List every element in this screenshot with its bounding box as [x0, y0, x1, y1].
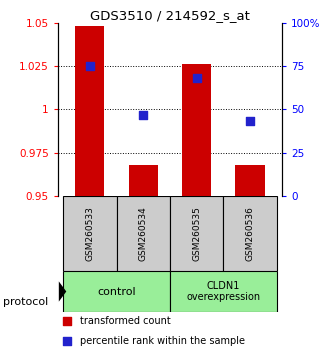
Bar	[63, 271, 170, 312]
Bar	[235, 165, 265, 196]
Point	[64, 338, 69, 344]
Bar	[170, 271, 277, 312]
Text: GSM260533: GSM260533	[85, 206, 94, 261]
Text: percentile rank within the sample: percentile rank within the sample	[80, 336, 245, 346]
Bar	[129, 165, 158, 196]
Text: GSM260535: GSM260535	[192, 206, 201, 261]
Point	[141, 112, 146, 118]
Point	[87, 63, 92, 69]
Text: protocol: protocol	[3, 297, 49, 307]
Text: GSM260534: GSM260534	[139, 206, 148, 261]
Text: CLDN1
overexpression: CLDN1 overexpression	[186, 281, 260, 302]
Bar	[182, 64, 211, 196]
Text: control: control	[97, 286, 136, 297]
Bar	[75, 27, 105, 196]
Text: transformed count: transformed count	[80, 316, 171, 326]
Point	[194, 75, 199, 81]
Bar	[116, 196, 170, 271]
Polygon shape	[59, 281, 66, 302]
Point	[248, 119, 253, 124]
Bar	[170, 196, 223, 271]
Point	[64, 318, 69, 324]
Text: GSM260536: GSM260536	[246, 206, 254, 261]
Bar	[223, 196, 277, 271]
Bar	[63, 196, 116, 271]
Title: GDS3510 / 214592_s_at: GDS3510 / 214592_s_at	[90, 9, 250, 22]
